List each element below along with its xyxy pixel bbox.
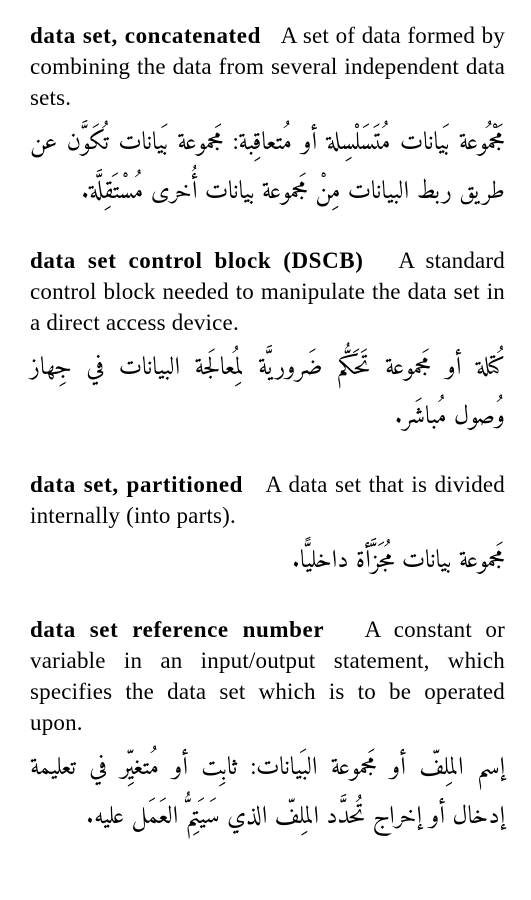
english-block: data set, partitioned A data set that is…	[30, 469, 505, 531]
term: data set reference number	[30, 617, 324, 642]
dictionary-entries: data set, concatenated A set of data for…	[30, 20, 505, 842]
term: data set, partitioned	[30, 472, 243, 497]
arabic-block: إسم المِلفّ أو مَجموعة البَيانات: ثابِت …	[30, 744, 505, 842]
term: data set, concatenated	[30, 23, 261, 48]
arabic-block: مَجْمُوعة بَيانات مُتَسَلْسِلة أو مُتعاق…	[30, 119, 505, 217]
arabic-block: كُتلة أو مَجموعة تَحَكُّم ضَروريَّة لِمُ…	[30, 344, 505, 442]
english-block: data set control block (DSCB) A standard…	[30, 245, 505, 338]
dictionary-entry: data set, partitioned A data set that is…	[30, 469, 505, 586]
arabic-block: مَجموعة بيانات مُجَزَّأة داخليًّا.	[30, 537, 505, 586]
term: data set control block (DSCB)	[30, 248, 364, 273]
dictionary-entry: data set, concatenated A set of data for…	[30, 20, 505, 217]
dictionary-entry: data set reference number A con­stant or…	[30, 614, 505, 842]
english-block: data set, concatenated A set of data for…	[30, 20, 505, 113]
dictionary-entry: data set control block (DSCB) A standard…	[30, 245, 505, 442]
english-block: data set reference number A con­stant or…	[30, 614, 505, 738]
